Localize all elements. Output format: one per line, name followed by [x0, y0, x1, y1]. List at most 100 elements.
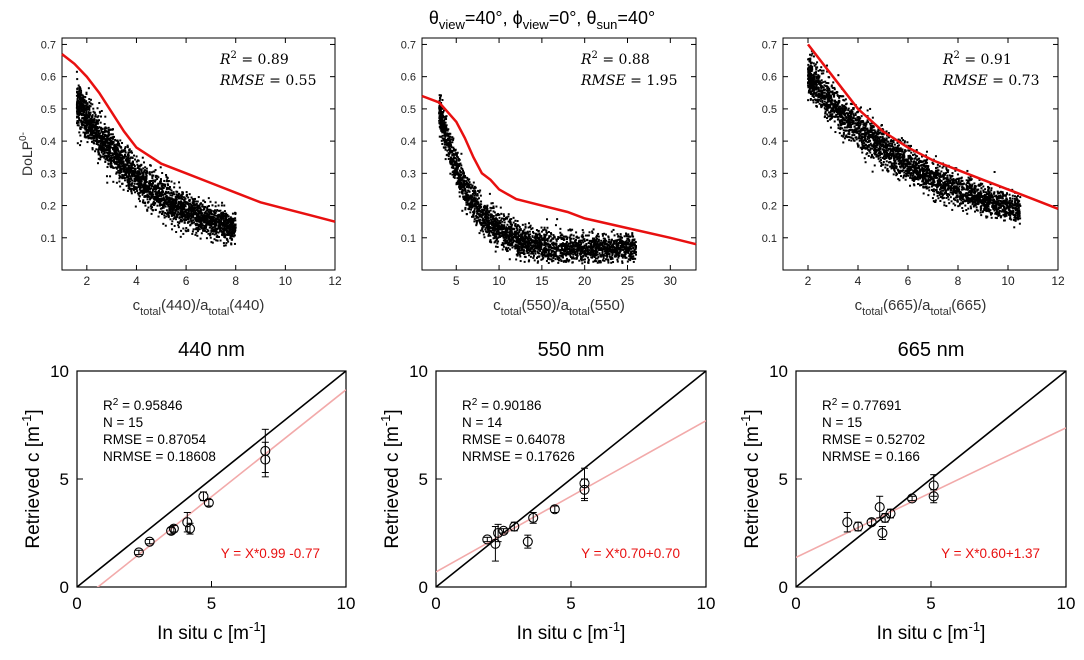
scatter-point [115, 167, 118, 170]
scatter-point [160, 212, 163, 215]
scatter-point [151, 189, 154, 192]
scatter-point [523, 243, 526, 246]
scatter-point [200, 211, 203, 214]
panel-top-550: 5 10 15 20 25 300.10.20.30.40.50.60.7R2 = 0.8… [401, 37, 697, 318]
scatter-point [617, 242, 620, 245]
scatter-point [519, 249, 522, 252]
scatter-point [166, 211, 169, 214]
scatter-point [529, 224, 532, 227]
scatter-point [534, 235, 537, 238]
scatter-point [603, 243, 606, 246]
scatter-point [543, 239, 546, 242]
scatter-point [145, 190, 148, 193]
scatter-point [198, 225, 201, 228]
scatter-point [82, 95, 85, 98]
scatter-point [613, 240, 616, 243]
scatter-point [216, 214, 219, 217]
scatter-point [140, 164, 143, 167]
scatter-point [222, 224, 225, 227]
scatter-point [170, 192, 173, 195]
scatter-point [570, 252, 573, 255]
scatter-point [81, 106, 84, 109]
scatter-point [614, 254, 617, 257]
scatter-point [203, 221, 206, 224]
scatter-point [449, 135, 452, 138]
scatter-point [177, 208, 180, 211]
scatter-point [155, 197, 158, 200]
scatter-point [532, 232, 535, 235]
scatter-point [192, 204, 195, 207]
scatter-point [180, 216, 183, 219]
scatter-point [117, 157, 120, 160]
scatter-point [105, 135, 108, 138]
scatter-point [97, 127, 100, 130]
scatter-point [132, 169, 135, 172]
scatter-point [449, 141, 452, 144]
scatter-point [102, 136, 105, 139]
scatter-point [100, 147, 103, 150]
scatter-point [171, 210, 174, 213]
scatter-point [559, 258, 562, 261]
scatter-point [523, 253, 526, 256]
scatter-point [121, 161, 124, 164]
scatter-point [161, 197, 164, 200]
scatter-point [491, 202, 494, 205]
scatter-point [453, 161, 456, 164]
scatter-point [154, 202, 157, 205]
scatter-point [124, 163, 127, 166]
scatter-point [198, 206, 201, 209]
scatter-point [191, 230, 194, 233]
scatter-point [141, 189, 144, 192]
scatter-point [153, 180, 156, 183]
scatter-point [201, 214, 204, 217]
scatter-point [540, 236, 543, 239]
scatter-point [197, 217, 200, 220]
scatter-point [186, 202, 189, 205]
scatter-point [215, 239, 218, 242]
scatter-point [211, 229, 214, 232]
scatter-point [138, 192, 141, 195]
scatter-point [583, 253, 586, 256]
scatter-point [84, 136, 87, 139]
scatter-point [473, 220, 476, 223]
scatter-point [210, 225, 213, 228]
scatter-point [97, 132, 100, 135]
scatter-point [553, 251, 556, 254]
scatter-point [584, 251, 587, 254]
scatter-point [97, 134, 100, 137]
scatter-point [620, 239, 623, 242]
scatter-point [158, 211, 161, 214]
scatter-point [468, 190, 471, 193]
scatter-point [443, 124, 446, 127]
scatter-point [105, 139, 108, 142]
scatter-point [80, 109, 83, 112]
scatter-point [195, 214, 198, 217]
scatter-point [97, 157, 100, 160]
scatter-point [97, 130, 100, 133]
scatter-point [220, 227, 223, 230]
scatter-point [191, 213, 194, 216]
scatter-point [209, 211, 212, 214]
scatter-point [76, 116, 79, 119]
scatter-point [92, 137, 95, 140]
scatter-point [537, 229, 540, 232]
scatter-point [210, 223, 213, 226]
scatter-point [144, 176, 147, 179]
scatter-point [87, 136, 90, 139]
scatter-point [106, 155, 109, 158]
scatter-point [199, 212, 202, 215]
scatter-point [120, 176, 123, 179]
scatter-point [177, 211, 180, 214]
scatter-point [220, 204, 223, 207]
scatter-point [202, 229, 205, 232]
scatter-point [184, 216, 187, 219]
scatter-point [455, 171, 458, 174]
scatter-point [143, 161, 146, 164]
scatter-point [155, 195, 158, 198]
scatter-point [75, 94, 78, 97]
scatter-point [118, 162, 121, 165]
scatter-point [181, 198, 184, 201]
scatter-point [214, 230, 217, 233]
scatter-point [597, 235, 600, 238]
